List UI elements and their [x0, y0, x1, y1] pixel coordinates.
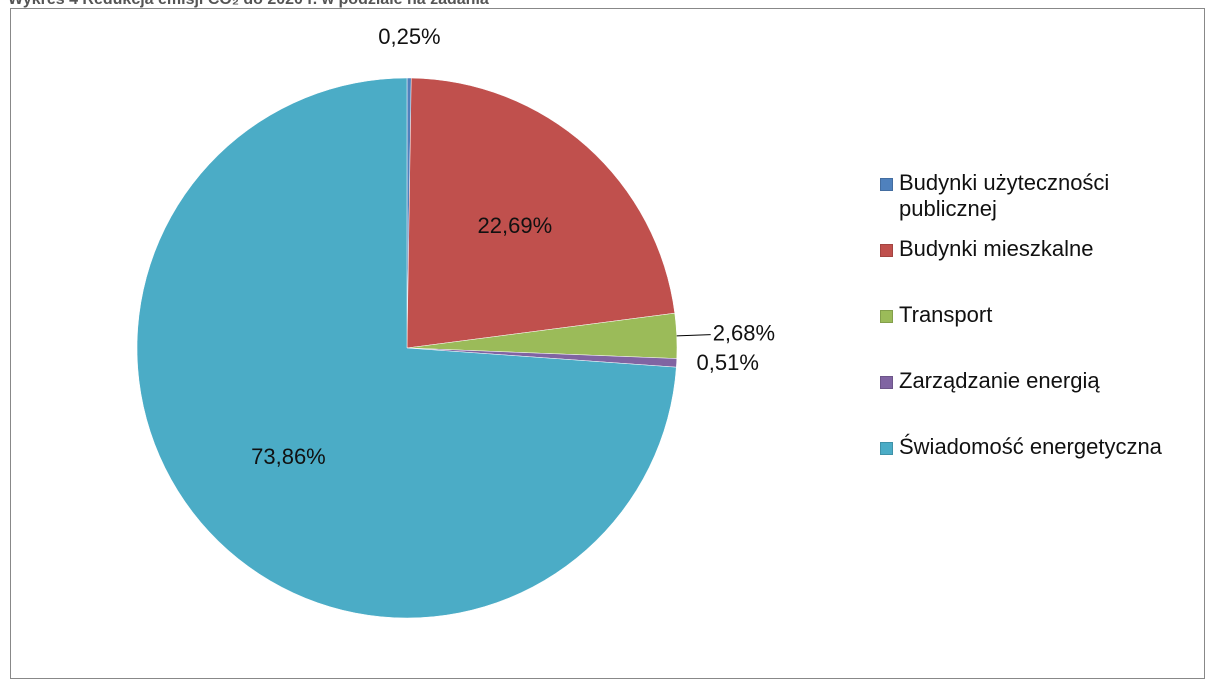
legend-label: Świadomość energetyczna	[899, 434, 1162, 459]
data-label: 73,86%	[251, 444, 326, 469]
legend-item: Budynki użyteczności publicznej	[880, 170, 1190, 236]
data-label: 2,68%	[713, 320, 775, 345]
legend-swatch	[880, 310, 893, 323]
legend-label: Transport	[899, 302, 993, 327]
data-label: 22,69%	[478, 213, 553, 238]
legend-item: Zarządzanie energią	[880, 368, 1190, 434]
legend-swatch	[880, 178, 893, 191]
legend-label: Zarządzanie energią	[899, 368, 1100, 393]
pie-slice	[406, 77, 676, 349]
legend-item: Transport	[880, 302, 1190, 368]
legend-item: Budynki mieszkalne	[880, 236, 1190, 302]
frame	[10, 8, 1205, 679]
legend-swatch	[880, 244, 893, 257]
data-label: 0,25%	[378, 24, 440, 49]
legend: Budynki użyteczności publicznej Budynki m…	[880, 170, 1190, 500]
legend-swatch	[880, 376, 893, 389]
leader-line	[676, 334, 711, 337]
legend-swatch	[880, 442, 893, 455]
data-label: 0,51%	[697, 350, 759, 375]
chart-title: Wykres 4 Redukcja emisji CO₂ do 2020 r. …	[8, 0, 489, 9]
pie-slice	[136, 77, 677, 619]
legend-item: Świadomość energetyczna	[880, 434, 1190, 500]
legend-label: Budynki mieszkalne	[899, 236, 1094, 261]
legend-label: Budynki użyteczności publicznej	[899, 170, 1110, 221]
